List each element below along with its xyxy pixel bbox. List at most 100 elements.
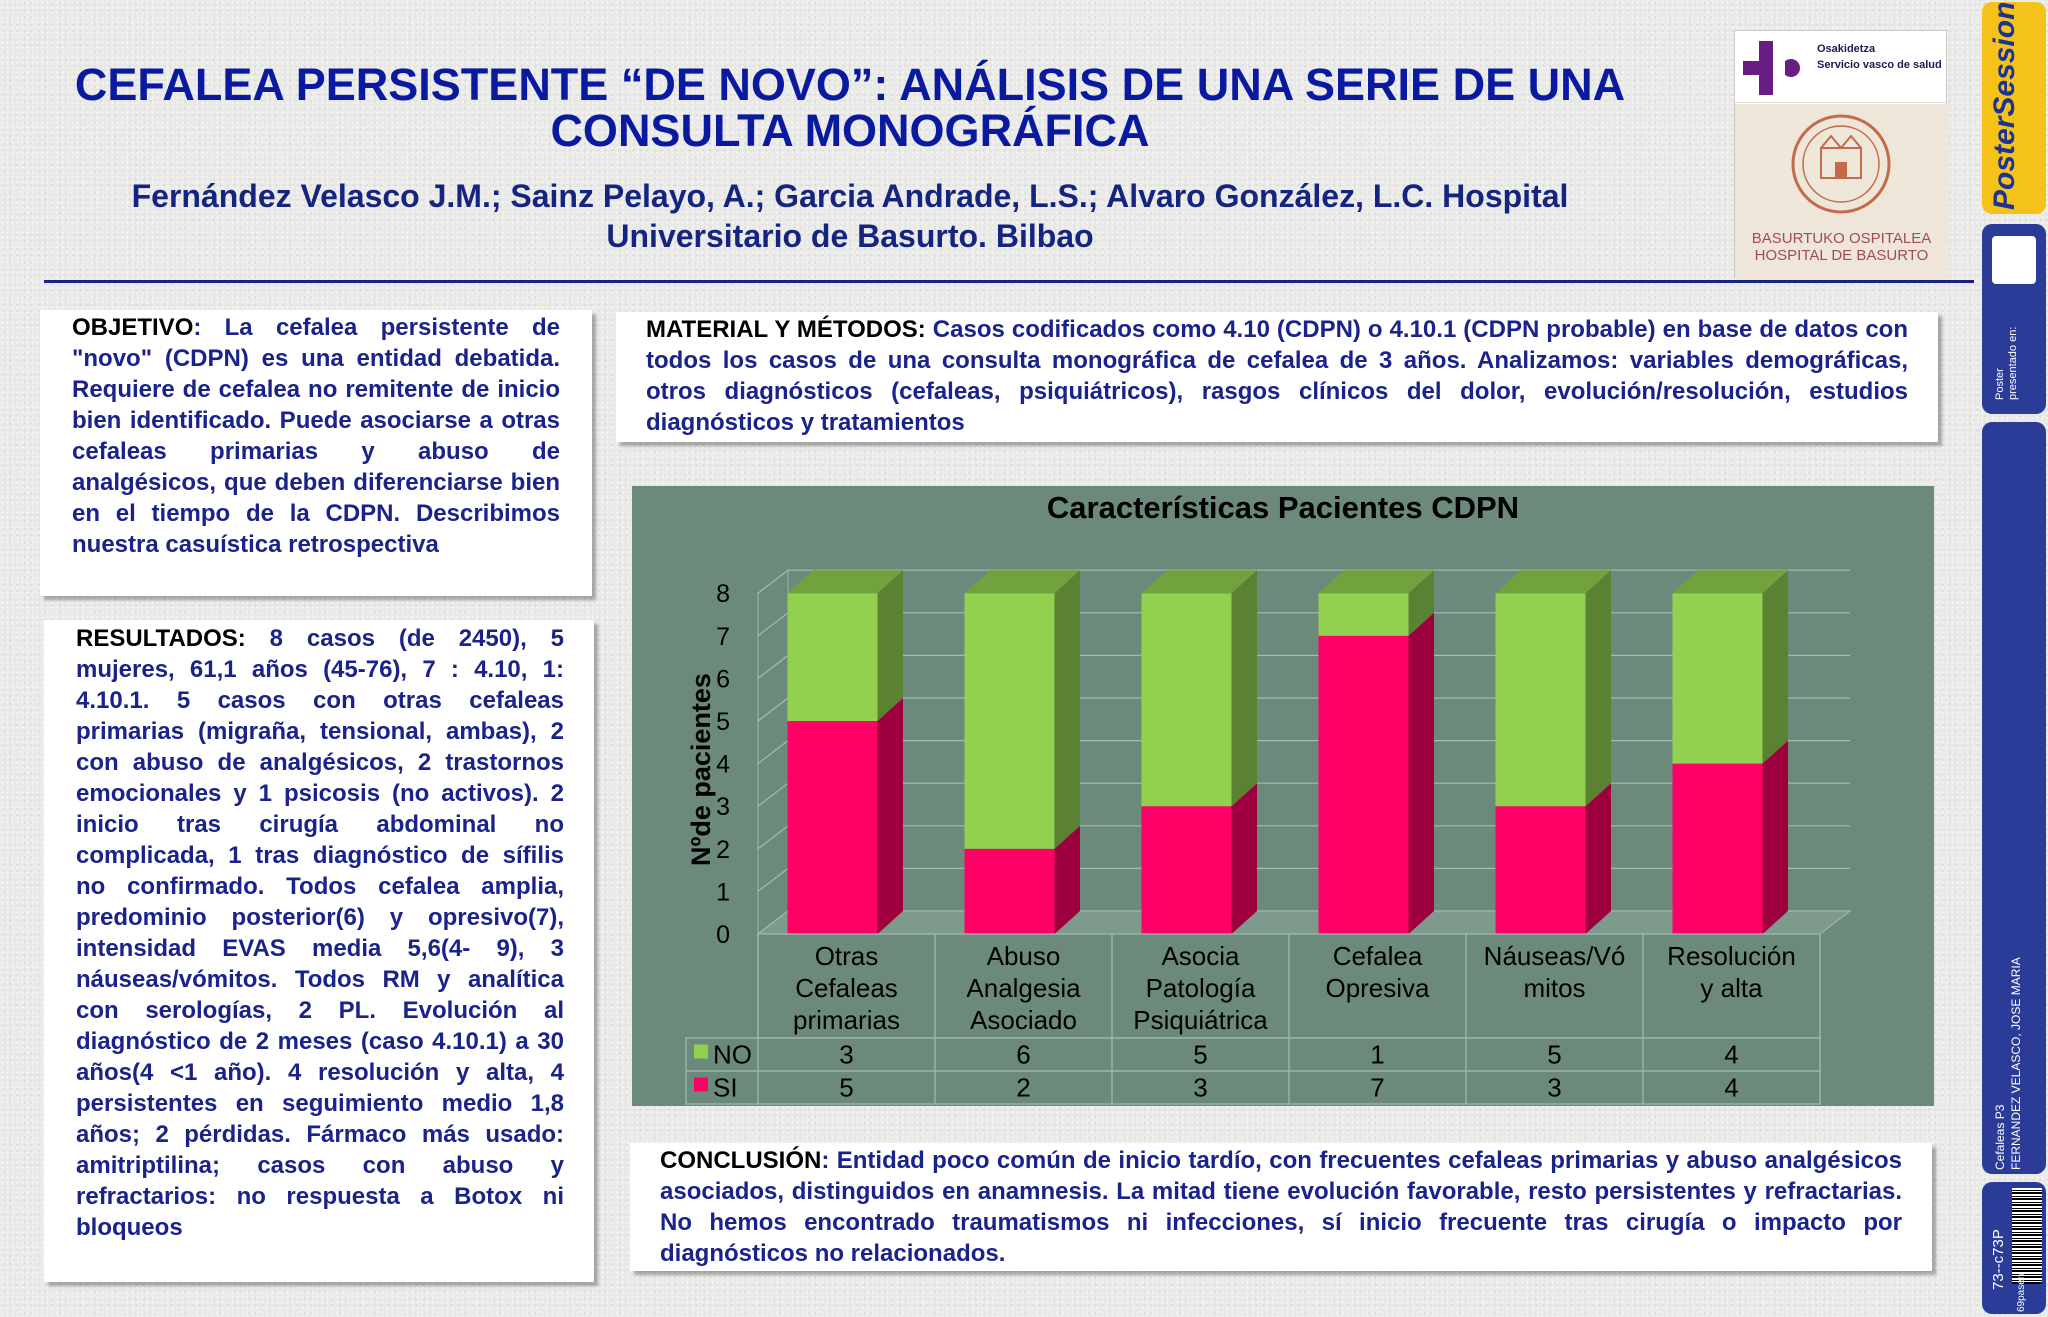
barcode-icon [2012,1188,2042,1284]
y-tick-label: 8 [716,580,730,608]
bar-si-0 [787,721,878,934]
poster-authors: Fernández Velasco J.M.; Sainz Pelayo, A.… [40,176,1660,256]
osakidetza-subtitle: Servicio vasco de salud [1817,59,1942,71]
bar-side-no-0 [877,570,903,721]
bar-side-no-2 [1231,570,1257,807]
category-label: Náuseas/Vó [1484,941,1626,971]
sidebar-presented-label: Poster presentado en: [1994,326,2019,400]
bar-top-0 [787,570,903,594]
data-label-si: 7 [1370,1073,1384,1103]
y-tick-label: 0 [716,921,730,949]
category-label: Asocia [1161,941,1240,971]
data-label-no: 1 [1370,1040,1384,1070]
bar-si-5 [1672,763,1763,934]
category-label: Cefaleas [795,973,898,1003]
bar-si-4 [1495,806,1586,934]
bar-side-si-0 [877,698,903,934]
metodos-label: MATERIAL Y MÉTODOS: [646,316,926,343]
sidebar-id: 69pasen [2016,1273,2027,1312]
y-tick-label: 4 [716,751,730,779]
data-label-no: 6 [1016,1040,1030,1070]
bar-top-1 [964,570,1080,594]
objetivo-label: OBJETIVO [72,314,194,341]
stacked-bar-chart: Características Pacientes CDPN 0 1 2 3 4 5 6 7 8 N… [685,490,1852,1105]
data-label-no: 4 [1724,1040,1738,1070]
basurto-seal-icon [1791,114,1891,214]
title-line-2: CONSULTA MONOGRÁFICA [550,105,1150,156]
category-label: y alta [1700,973,1763,1003]
bar-side-no-5 [1762,570,1788,764]
bar-side-si-3 [1408,612,1434,934]
sidebar-brand-text: PosterSessionOnline [1988,0,2021,210]
bar-top-5 [1672,570,1788,594]
data-label-si: 3 [1547,1073,1561,1103]
authors-line-1: Fernández Velasco J.M.; Sainz Pelayo, A.… [131,178,1569,214]
legend-label-no: NO [713,1040,752,1070]
society-logo-icon [1992,236,2036,284]
bar-si-2 [1141,806,1232,934]
category-label: Psiquiátrica [1133,1005,1268,1035]
legend-swatch-no [694,1044,708,1059]
basurto-name-basque: BASURTUKO OSPITALEA [1751,230,1932,247]
category-label: Abuso [987,941,1061,971]
category-label: Opresiva [1325,973,1430,1003]
resultados-section: RESULTADOS: 8 casos (de 2450), 5 mujeres… [44,620,594,1282]
category-label: Cefalea [1333,941,1423,971]
data-label-no: 5 [1547,1040,1561,1070]
sidebar-brand-panel [1982,2,2046,214]
basurto-logo: BASURTUKO OSPITALEA HOSPITAL DE BASURTO [1735,104,1948,279]
conclusion-label: CONCLUSIÓN [660,1147,822,1174]
conclusion-section: CONCLUSIÓN: Entidad poco común de inicio… [630,1143,1932,1271]
category-label: Analgesia [966,973,1081,1003]
data-label-si: 5 [839,1073,853,1103]
data-label-no: 5 [1193,1040,1207,1070]
bar-no-1 [964,593,1055,849]
data-label-no: 3 [839,1040,853,1070]
bar-side-no-1 [1054,570,1080,849]
sidebar-presented-panel [1982,224,2046,414]
bar-top-4 [1495,570,1611,594]
bar-side-no-4 [1585,570,1611,807]
y-tick-label: 5 [716,708,730,736]
bar-no-4 [1495,593,1586,807]
sidebar-author: FERNANDEZ VELASCO, JOSE MARIA [2009,957,2023,1170]
bar-no-2 [1141,593,1232,807]
bar-side-si-5 [1762,740,1788,934]
bar-no-0 [787,593,878,721]
y-tick-label: 7 [716,623,730,651]
institution-logos: Osakidetza Servicio vasco de salud BASUR… [1734,30,1948,279]
bar-si-1 [964,848,1055,934]
data-label-si: 3 [1193,1073,1207,1103]
category-label: Patología [1146,973,1256,1003]
bar-si-3 [1318,635,1409,934]
category-label: Asociado [970,1005,1077,1035]
conclusion-text: : Entidad poco común de inicio tardío, c… [660,1147,1902,1267]
bar-side-si-1 [1054,825,1080,934]
category-label: mitos [1523,973,1585,1003]
bar-side-no-3 [1408,570,1434,636]
authors-line-2: Universitario de Basurto. Bilbao [606,218,1094,254]
osakidetza-mark-icon [1743,41,1800,95]
metodos-text: Casos codificados como 4.10 (CDPN) o 4.1… [646,316,1908,436]
y-tick-label: 1 [716,878,730,906]
sidebar-code: 73--c73P [1990,1229,2007,1290]
bar-side-si-2 [1231,783,1257,934]
metodos-section: MATERIAL Y MÉTODOS: Casos codificados co… [616,312,1938,442]
basurto-name-spanish: HOSPITAL DE BASURTO [1754,247,1929,264]
resultados-text: 8 casos (de 2450), 5 mujeres, 61,1 años … [76,625,564,1241]
y-tick-label: 2 [716,836,730,864]
resultados-label: RESULTADOS: [76,625,246,652]
osakidetza-name: Osakidetza [1817,43,1876,55]
osakidetza-logo: Osakidetza Servicio vasco de salud [1735,31,1948,103]
bar-side-si-4 [1585,783,1611,934]
chart-panel: Características Pacientes CDPN 0 1 2 3 4 5 6 7 8 N… [632,486,1934,1106]
data-label-si: 4 [1724,1073,1738,1103]
objetivo-text: : La cefalea persistente de "novo" (CDPN… [72,314,560,558]
category-label: Resolución [1667,941,1796,971]
bar-top-2 [1141,570,1257,594]
header-divider [44,280,1974,283]
title-line-1: CEFALEA PERSISTENTE “DE NOVO”: ANÁLISIS … [74,59,1626,110]
sidebar-author-info: Cefaleas P3 FERNANDEZ VELASCO, JOSE MARI… [1992,810,2024,1170]
legend-label-si: SI [713,1073,738,1103]
y-tick-label: 6 [716,665,730,693]
